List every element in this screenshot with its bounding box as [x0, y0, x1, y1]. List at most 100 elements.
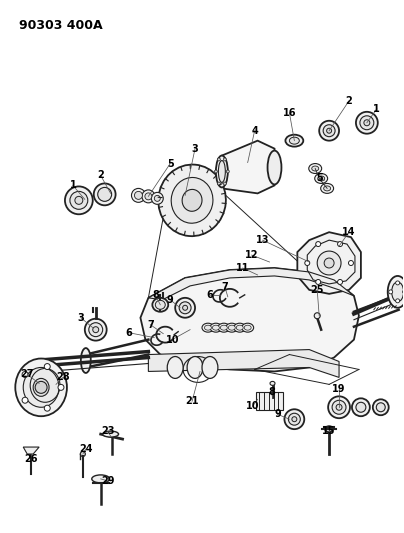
Ellipse shape: [327, 128, 332, 133]
Ellipse shape: [319, 121, 339, 141]
Text: 2: 2: [345, 96, 352, 106]
Ellipse shape: [182, 189, 202, 211]
Ellipse shape: [288, 413, 300, 425]
Ellipse shape: [33, 378, 49, 397]
Text: 7: 7: [221, 282, 228, 292]
Text: 5: 5: [167, 158, 174, 168]
Polygon shape: [148, 268, 354, 300]
Ellipse shape: [216, 156, 228, 188]
Ellipse shape: [352, 398, 370, 416]
Ellipse shape: [93, 327, 99, 333]
Ellipse shape: [312, 166, 319, 171]
Ellipse shape: [292, 417, 297, 422]
Ellipse shape: [81, 348, 91, 373]
Ellipse shape: [364, 120, 370, 126]
Ellipse shape: [267, 151, 282, 184]
Ellipse shape: [158, 165, 226, 236]
Ellipse shape: [218, 323, 230, 332]
Text: 9: 9: [274, 409, 281, 419]
Circle shape: [316, 241, 321, 247]
Ellipse shape: [179, 302, 191, 314]
Text: 29: 29: [101, 476, 114, 486]
Text: 4: 4: [251, 126, 258, 136]
Text: 90303 400A: 90303 400A: [19, 19, 103, 32]
Ellipse shape: [321, 183, 334, 193]
Text: 26: 26: [24, 454, 38, 464]
Polygon shape: [141, 268, 359, 372]
Ellipse shape: [388, 276, 404, 308]
Circle shape: [217, 158, 220, 161]
Circle shape: [324, 258, 334, 268]
Ellipse shape: [155, 300, 165, 309]
Circle shape: [223, 182, 226, 185]
Ellipse shape: [80, 451, 85, 456]
Text: 13: 13: [256, 235, 269, 245]
Ellipse shape: [328, 397, 350, 418]
Ellipse shape: [228, 325, 235, 330]
Ellipse shape: [92, 475, 109, 483]
Ellipse shape: [234, 323, 246, 332]
Circle shape: [58, 384, 64, 390]
Text: 14: 14: [342, 227, 356, 237]
Ellipse shape: [23, 367, 59, 407]
Ellipse shape: [220, 325, 227, 330]
Text: 3: 3: [78, 313, 84, 323]
Text: 6: 6: [206, 290, 213, 300]
Ellipse shape: [213, 325, 219, 330]
Ellipse shape: [318, 176, 325, 181]
Ellipse shape: [142, 190, 155, 203]
Circle shape: [349, 261, 354, 265]
Text: 12: 12: [245, 250, 259, 260]
Ellipse shape: [332, 400, 346, 414]
Ellipse shape: [187, 357, 203, 378]
Circle shape: [35, 382, 47, 393]
Ellipse shape: [94, 183, 116, 205]
Text: 8: 8: [268, 387, 275, 397]
Ellipse shape: [356, 112, 378, 134]
Circle shape: [317, 251, 341, 275]
Polygon shape: [23, 447, 39, 454]
Text: 7: 7: [147, 320, 154, 330]
Ellipse shape: [65, 187, 93, 214]
Polygon shape: [222, 141, 274, 193]
Ellipse shape: [70, 191, 88, 209]
Circle shape: [316, 279, 321, 285]
Ellipse shape: [15, 359, 67, 416]
Ellipse shape: [89, 322, 103, 337]
Ellipse shape: [323, 125, 335, 136]
Ellipse shape: [131, 188, 145, 203]
Text: 1: 1: [69, 181, 76, 190]
Ellipse shape: [270, 382, 275, 385]
Ellipse shape: [392, 282, 404, 302]
Text: 8: 8: [152, 290, 159, 300]
Ellipse shape: [202, 357, 218, 378]
Text: 11: 11: [236, 263, 249, 273]
Circle shape: [403, 290, 404, 294]
Ellipse shape: [236, 325, 243, 330]
Text: 27: 27: [21, 369, 34, 379]
Circle shape: [22, 397, 28, 403]
Ellipse shape: [85, 319, 107, 341]
Circle shape: [226, 170, 229, 173]
Text: 15: 15: [322, 426, 336, 436]
Ellipse shape: [244, 325, 251, 330]
Text: 16: 16: [283, 108, 296, 118]
Text: 23: 23: [101, 426, 114, 436]
Ellipse shape: [167, 357, 183, 378]
Ellipse shape: [210, 323, 222, 332]
Ellipse shape: [183, 305, 187, 310]
Circle shape: [223, 158, 226, 161]
Ellipse shape: [242, 323, 254, 332]
Text: 19: 19: [332, 384, 346, 394]
Text: 21: 21: [185, 397, 199, 406]
Ellipse shape: [98, 188, 112, 201]
Ellipse shape: [289, 137, 299, 144]
Circle shape: [44, 405, 50, 411]
Ellipse shape: [360, 116, 374, 130]
Circle shape: [305, 261, 310, 265]
Ellipse shape: [285, 135, 303, 147]
Circle shape: [338, 241, 343, 247]
Text: 2: 2: [97, 171, 104, 181]
Ellipse shape: [175, 298, 195, 318]
Text: 25: 25: [310, 285, 324, 295]
